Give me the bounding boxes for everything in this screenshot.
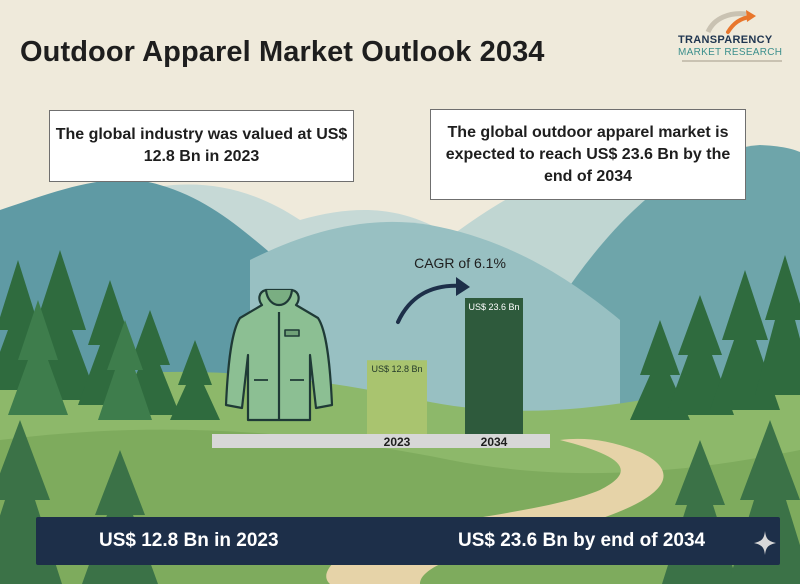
category-label-2034: 2034	[481, 435, 508, 449]
summary-band: US$ 12.8 Bn in 2023 US$ 23.6 Bn by end o…	[36, 517, 780, 565]
curved-arrow-icon	[396, 277, 470, 324]
logo-line-1: TRANSPARENCY	[678, 34, 773, 46]
sparkle-icon	[754, 531, 776, 555]
page-title: Outdoor Apparel Market Outlook 2034	[20, 36, 545, 68]
jacket-icon	[224, 288, 334, 422]
bar-2034	[465, 298, 523, 434]
logo-arrow-icon	[705, 10, 756, 34]
callout-2023-text: The global industry was valued at US$ 12…	[55, 126, 348, 165]
logo-tagline-rule	[682, 60, 782, 62]
bar-label-2034: US$ 23.6 Bn	[468, 302, 519, 312]
chart-baseline	[212, 434, 550, 448]
bar-2023	[367, 360, 427, 434]
callout-2034: The global outdoor apparel market is exp…	[430, 109, 746, 200]
callout-2034-text: The global outdoor apparel market is exp…	[445, 123, 731, 185]
category-label-2023: 2023	[384, 435, 411, 449]
cagr-annotation: CAGR of 6.1%	[414, 255, 506, 271]
summary-2023: US$ 12.8 Bn in 2023	[99, 530, 279, 551]
brand-logo: TRANSPARENCY MARKET RESEARCH	[668, 8, 786, 70]
logo-line-2: MARKET RESEARCH	[678, 47, 783, 58]
bar-label-2023: US$ 12.8 Bn	[371, 364, 422, 374]
callout-2023: The global industry was valued at US$ 12…	[49, 110, 354, 182]
summary-2034: US$ 23.6 Bn by end of 2034	[458, 530, 706, 551]
